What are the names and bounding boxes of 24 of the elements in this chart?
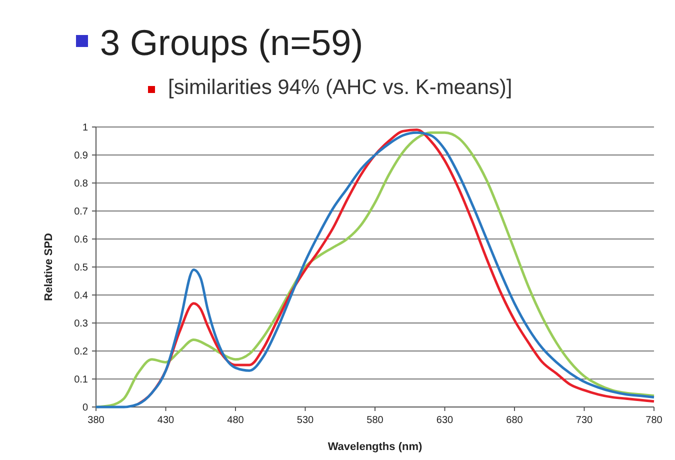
chart-subtitle: [similarities 94% (AHC vs. K-means)] (168, 76, 512, 99)
y-tick-label: 0.2 (74, 346, 88, 358)
x-tick-label: 530 (296, 415, 314, 426)
y-tick-label: 0.4 (74, 290, 88, 302)
y-tick-label: 0.1 (74, 374, 88, 386)
x-tick-label: 430 (157, 415, 175, 426)
y-tick-label: 1 (82, 122, 88, 134)
y-tick-label: 0.7 (74, 206, 88, 218)
x-axis-title: Wavelengths (nm) (328, 441, 422, 453)
y-axis-title: Relative SPD (43, 233, 55, 301)
x-tick-label: 680 (506, 415, 524, 426)
y-tick-label: 0.5 (74, 262, 88, 274)
y-tick-label: 0 (82, 402, 88, 414)
y-tick-label: 0.6 (74, 234, 88, 246)
y-tick-label: 0.3 (74, 318, 88, 330)
x-tick-label: 380 (88, 415, 105, 426)
x-tick-label: 630 (436, 415, 454, 426)
chart-title: 3 Groups (n=59) (100, 22, 364, 63)
x-tick-label: 780 (646, 415, 663, 426)
x-tick-label: 580 (366, 415, 384, 426)
x-tick-label: 480 (227, 415, 244, 426)
x-tick-label: 730 (576, 415, 594, 426)
y-tick-label: 0.8 (74, 178, 88, 190)
y-tick-label: 0.9 (74, 150, 88, 162)
